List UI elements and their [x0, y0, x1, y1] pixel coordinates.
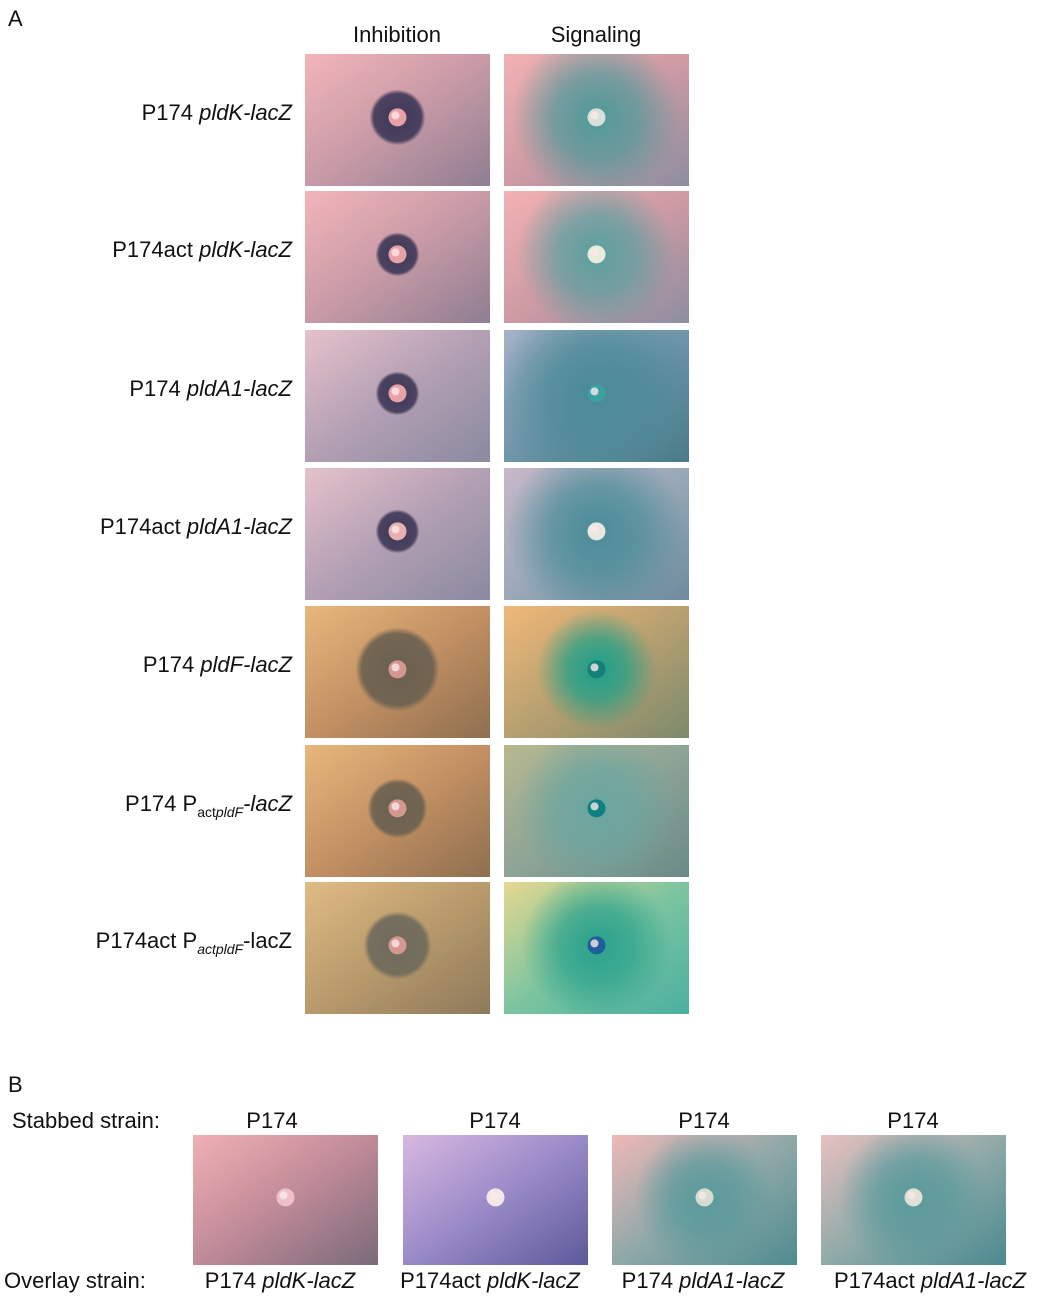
strain-label: P174 pldA1-lacZ	[129, 376, 293, 401]
label-part: P174act	[100, 514, 187, 539]
plate-photo	[403, 1135, 588, 1265]
label-part: pldA1-lacZ	[186, 514, 294, 539]
strain-label: P174act pldK-lacZ	[400, 1268, 581, 1293]
strain-label: P174 pldK-lacZ	[142, 100, 294, 125]
row-header: Stabbed strain:	[12, 1108, 160, 1133]
stabbed-strain: P174	[469, 1108, 520, 1133]
label-part: P174act	[834, 1268, 921, 1293]
label-part: pldK-lacZ	[198, 100, 293, 125]
plate-photo	[305, 882, 490, 1014]
label-part: pldK-lacZ	[486, 1268, 581, 1293]
column-header: Signaling	[551, 22, 642, 47]
strain-label: P174 pldK-lacZ	[205, 1268, 357, 1293]
label-part: P174act	[400, 1268, 487, 1293]
label-part: P174	[143, 652, 201, 677]
figure: A Inhibition Signaling B Stabbed strain:…	[0, 0, 1048, 1296]
label-part: P174act P	[96, 928, 198, 953]
panel-label: B	[8, 1072, 23, 1097]
label-part: pldF	[215, 804, 245, 820]
plate-photo	[497, 293, 697, 493]
plate-photo	[305, 745, 490, 877]
label-part: pldA1-lacZ	[678, 1268, 786, 1293]
label-part: P174	[142, 100, 200, 125]
stabbed-strain: P174	[246, 1108, 297, 1133]
plate-photo	[305, 330, 490, 462]
label-part: P174act	[112, 237, 199, 262]
column-header: Inhibition	[353, 22, 441, 47]
plate-photo	[305, 606, 490, 738]
row-header: Overlay strain:	[4, 1268, 146, 1293]
strain-label: P174act PactpldF-lacZ	[96, 928, 292, 957]
plate-photo	[305, 468, 490, 600]
plate-photo	[504, 728, 689, 888]
label-part: act	[197, 804, 216, 820]
plate-photo	[504, 870, 689, 1020]
label-part: P174	[622, 1268, 680, 1293]
label-part: pldA1-lacZ	[920, 1268, 1028, 1293]
stabbed-strain: P174	[678, 1108, 729, 1133]
label-part: P174	[129, 376, 187, 401]
plate-photo	[612, 1127, 797, 1267]
label-part: pldK-lacZ	[261, 1268, 356, 1293]
label-part: P174 P	[125, 791, 197, 816]
strain-label: P174 pldF-lacZ	[143, 652, 294, 677]
label-part: -lacZ	[243, 928, 292, 953]
plate-photo	[504, 606, 689, 738]
plate-photo	[821, 1122, 1006, 1272]
strain-label: P174act pldK-lacZ	[112, 237, 293, 262]
strain-label: P174 PactpldF-lacZ	[125, 791, 294, 820]
label-part: actpldF	[197, 941, 244, 957]
strain-label: P174act pldA1-lacZ	[834, 1268, 1028, 1293]
stabbed-strain: P174	[887, 1108, 938, 1133]
plate-photo	[504, 441, 689, 621]
plate-photo	[305, 54, 490, 186]
plate-photo	[305, 191, 490, 323]
label-part: pldK-lacZ	[198, 237, 293, 262]
plate-photo	[504, 174, 689, 334]
plate-photo	[504, 32, 689, 202]
plate-photo	[193, 1135, 378, 1265]
label-part: pldA1-lacZ	[186, 376, 294, 401]
label-part: P174	[205, 1268, 263, 1293]
strain-label: P174 pldA1-lacZ	[622, 1268, 786, 1293]
label-part: -lacZ	[243, 791, 293, 816]
strain-label: P174act pldA1-lacZ	[100, 514, 294, 539]
label-part: pldF-lacZ	[199, 652, 293, 677]
panel-label: A	[8, 6, 23, 31]
